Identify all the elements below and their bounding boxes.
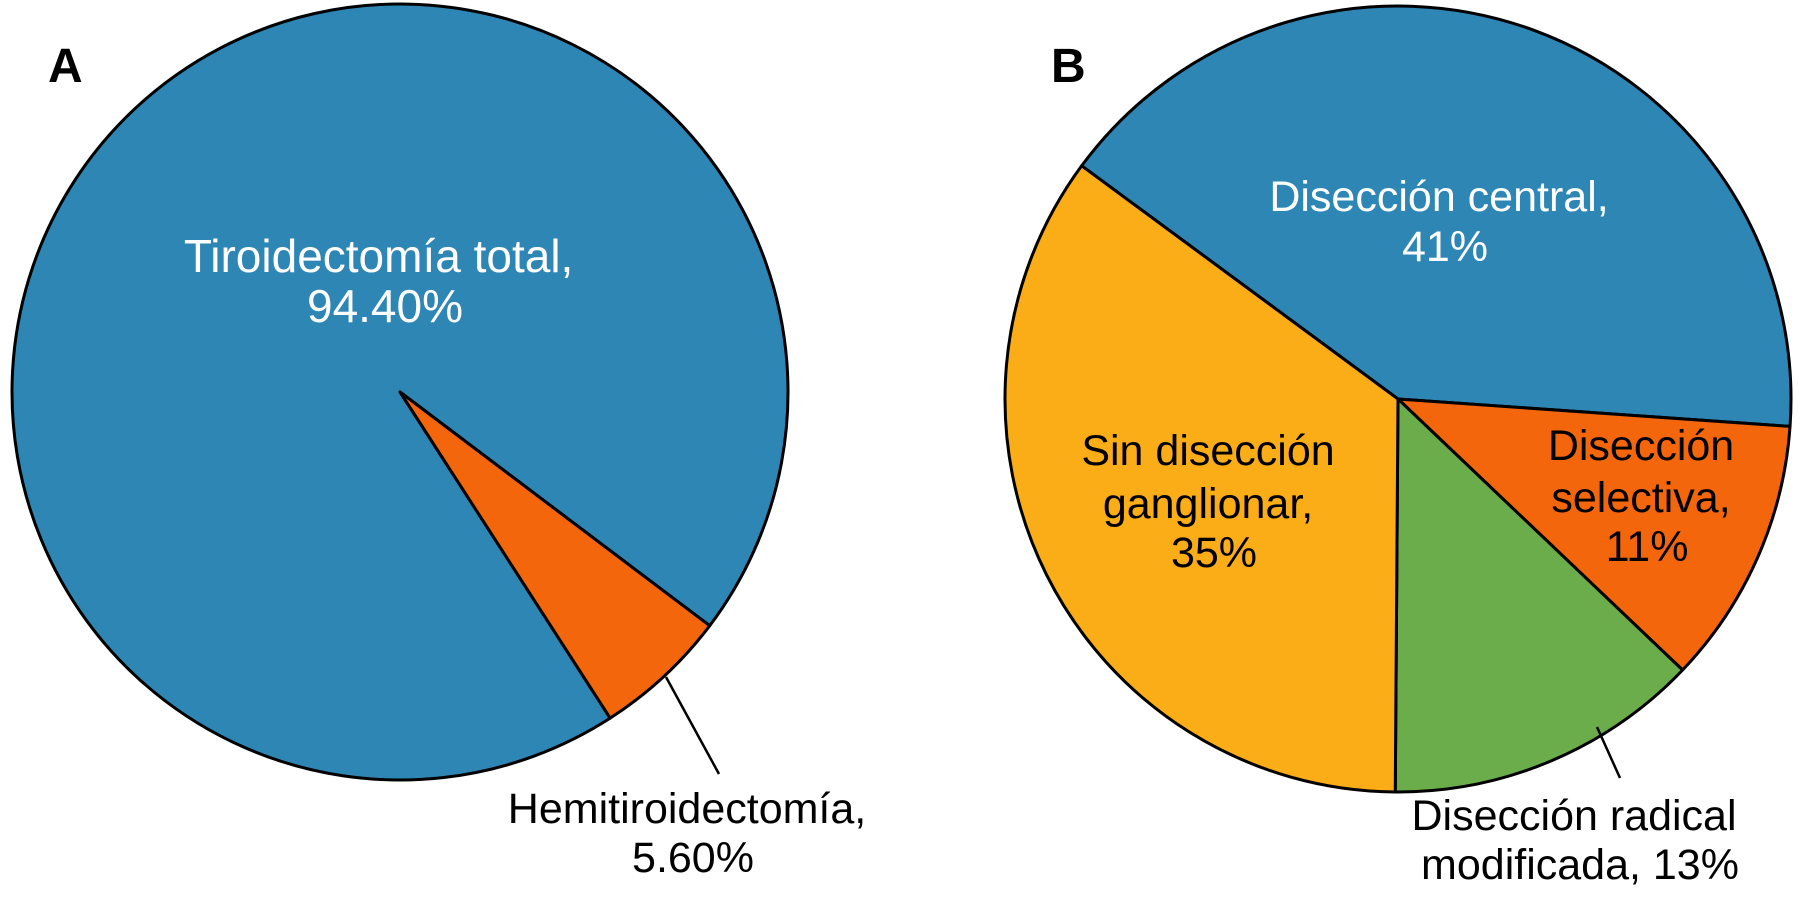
label-diseccion-central: Disección central, 41% <box>1269 173 1620 271</box>
pie-chart-panel-a: A Tiroidectomía total, 94.40% Hemitiroid… <box>10 2 878 882</box>
pie-slice-diseccion-selectiva <box>1396 397 1792 672</box>
label-hemitiroidectomia: Hemitiroidectomía, 5.60% <box>508 785 878 882</box>
pie-a-slices <box>10 2 790 782</box>
label-sin-diseccion-ganglionar: Sin disección ganglionar, 35% <box>1081 427 1346 577</box>
pie-slice-diseccion-radical-modificada <box>1393 397 1685 794</box>
leader-line-hemitiroidectomia <box>664 676 721 775</box>
pie-slice-diseccion-central <box>1080 4 1793 428</box>
pie-slice-hemitiroidectomia <box>398 390 712 720</box>
pie-slice-sin-diseccion-ganglionar <box>1003 164 1400 794</box>
panel-a-letter: A <box>48 40 83 93</box>
label-tiroidectomia-total: Tiroidectomía total, 94.40% <box>184 230 586 332</box>
pie-b-slices <box>1003 4 1793 794</box>
label-diseccion-radical-modificada: Disección radical modificada, 13% <box>1412 792 1749 889</box>
pie-chart-panel-b: B Disección central, 41% Disección selec… <box>1003 4 1793 889</box>
leader-line-diseccion-radical <box>1595 726 1622 779</box>
label-diseccion-selectiva: Disección selectiva, 11% <box>1548 422 1746 571</box>
panel-b-letter: B <box>1051 40 1086 93</box>
